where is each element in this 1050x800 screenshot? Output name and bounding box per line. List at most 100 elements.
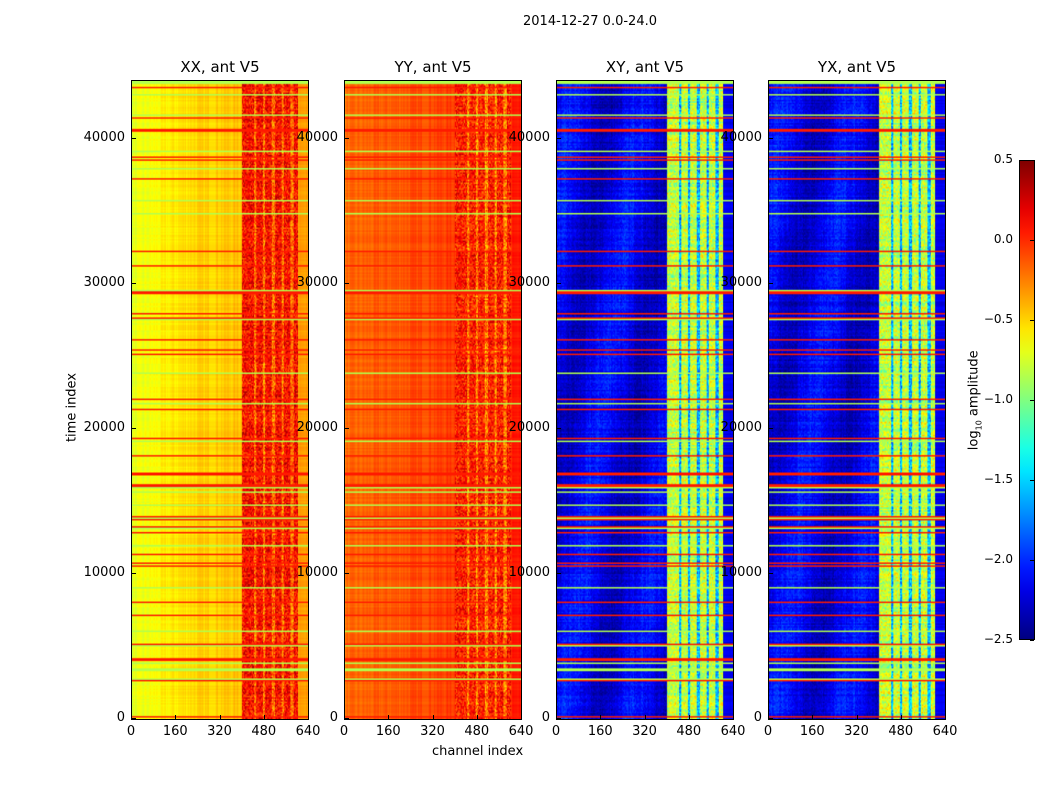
y-tick-mark [344,573,349,574]
y-tick-label: 0 [753,710,762,725]
x-tick-mark [308,715,309,720]
y-tick-label: 40000 [720,130,762,145]
x-tick-mark [900,715,902,720]
y-tick-mark [344,718,349,719]
x-tick-mark [688,715,690,720]
y-tick-label: 0 [541,710,550,725]
y-tick-mark [556,138,561,139]
x-tick-label: 480 [251,724,277,739]
y-tick-mark [131,718,136,719]
y-tick-label: 10000 [296,565,338,580]
x-tick-mark [219,715,221,720]
x-tick-mark [768,715,769,720]
x-tick-mark [521,715,522,720]
y-tick-mark [131,428,136,429]
y-tick-label: 40000 [508,130,550,145]
x-tick-label: 0 [551,724,561,739]
x-tick-label: 480 [888,724,914,739]
y-tick-label: 30000 [508,275,550,290]
colorbar-tick-label: 0.0 [993,232,1013,246]
x-tick-mark [388,715,390,720]
heatmap-panel [556,80,734,720]
colorbar-tick-label: −2.0 [983,552,1013,566]
y-tick-mark [768,138,773,139]
panel-title: XX, ant V5 [180,58,260,76]
x-axis-label: channel index [432,744,524,759]
y-tick-label: 10000 [720,565,762,580]
colorbar-tick-label: 0.5 [993,152,1013,166]
y-tick-label: 20000 [508,420,550,435]
x-tick-mark [432,715,434,720]
x-tick-mark [263,715,265,720]
colorbar-tick-label: −0.5 [983,312,1013,326]
x-tick-label: 320 [420,724,445,739]
y-tick-mark [768,283,773,284]
y-tick-label: 10000 [83,565,125,580]
x-tick-mark [175,715,177,720]
y-tick-mark [556,428,561,429]
heatmap-panel [768,80,946,720]
y-tick-label: 40000 [296,130,338,145]
y-tick-mark [344,283,349,284]
heatmap-panel [131,80,309,720]
heatmap-image [769,81,945,719]
heatmap-image [345,81,521,719]
x-tick-mark [556,715,557,720]
colorbar-tick-mark [1030,480,1034,481]
x-tick-label: 0 [763,724,773,739]
x-tick-mark [856,715,858,720]
x-tick-mark [812,715,814,720]
colorbar-label: log10 amplitude [966,350,984,451]
y-tick-label: 0 [329,710,338,725]
y-tick-mark [344,138,349,139]
x-tick-mark [945,715,946,720]
x-tick-mark [644,715,646,720]
y-tick-label: 20000 [720,420,762,435]
panel-title: YY, ant V5 [394,58,472,76]
x-tick-mark [733,715,734,720]
y-tick-mark [556,283,561,284]
y-tick-label: 20000 [83,420,125,435]
x-tick-label: 320 [207,724,232,739]
y-tick-label: 20000 [296,420,338,435]
x-tick-label: 320 [844,724,869,739]
x-tick-label: 640 [720,724,746,739]
y-tick-mark [768,718,773,719]
x-tick-label: 160 [799,724,825,739]
y-tick-label: 30000 [720,275,762,290]
x-tick-mark [600,715,602,720]
x-tick-label: 160 [587,724,613,739]
colorbar-tick-label: −1.0 [983,392,1013,406]
y-tick-mark [131,283,136,284]
heatmap-panel [344,80,522,720]
figure-suptitle: 2014-12-27 0.0-24.0 [523,14,657,29]
y-tick-mark [556,718,561,719]
colorbar-tick-mark [1030,640,1034,641]
x-tick-label: 0 [339,724,349,739]
colorbar-gradient [1019,160,1035,640]
colorbar-tick-mark [1030,240,1034,241]
x-tick-label: 160 [375,724,401,739]
panel-title: YX, ant V5 [817,58,897,76]
y-tick-label: 30000 [83,275,125,290]
x-tick-label: 320 [632,724,657,739]
y-tick-mark [131,573,136,574]
x-tick-label: 640 [932,724,958,739]
y-tick-label: 0 [116,710,125,725]
y-tick-mark [556,573,561,574]
y-tick-mark [768,428,773,429]
x-tick-mark [476,715,478,720]
colorbar-tick-label: −2.5 [983,632,1013,646]
heatmap-image [132,81,308,719]
x-tick-label: 0 [126,724,136,739]
x-tick-label: 160 [162,724,188,739]
y-tick-label: 10000 [508,565,550,580]
y-axis-label: time index [64,372,80,443]
y-tick-label: 40000 [83,130,125,145]
colorbar-tick-mark [1030,560,1034,561]
x-tick-label: 480 [676,724,702,739]
colorbar-tick-label: −1.5 [983,472,1013,486]
y-tick-mark [344,428,349,429]
y-tick-mark [768,573,773,574]
x-tick-mark [131,715,132,720]
